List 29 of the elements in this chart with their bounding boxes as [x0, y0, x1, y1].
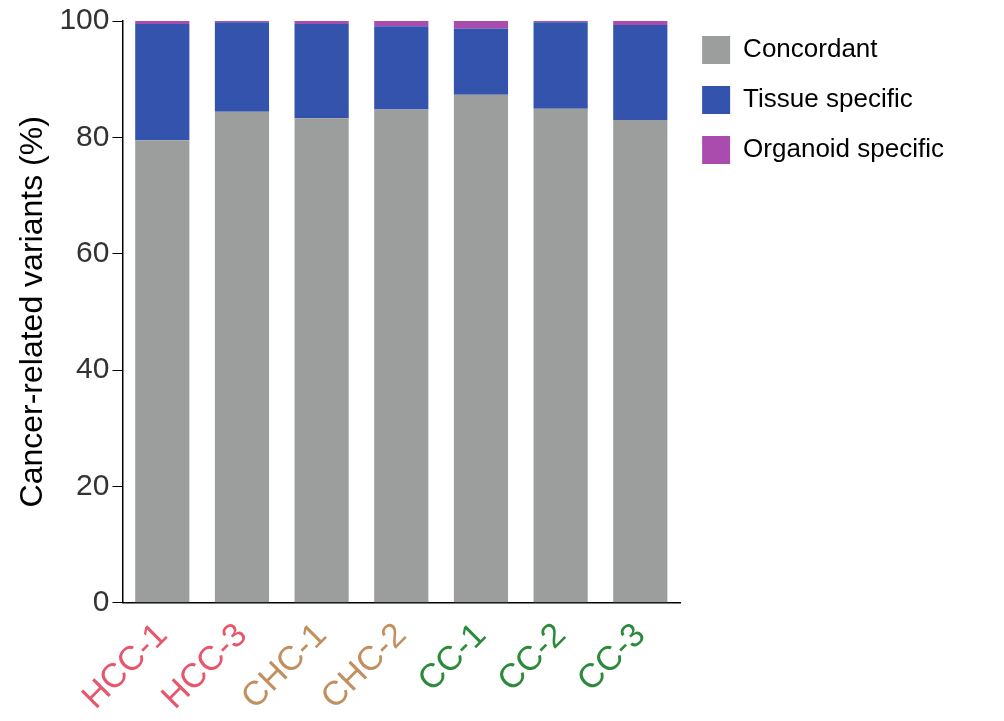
bar: [214, 22, 270, 112]
y-tick-label: 0: [92, 583, 110, 617]
y-tick-label: 40: [76, 351, 110, 385]
y-tick-label: 100: [59, 2, 110, 36]
y-axis-title: Cancer-related variants (%): [13, 116, 50, 508]
legend-label: Concordant: [743, 33, 879, 64]
y-tick-label: 60: [76, 234, 110, 268]
y-tick-label: 80: [76, 118, 110, 152]
bar: [453, 94, 509, 603]
bar: [613, 119, 668, 603]
bar: [613, 21, 668, 26]
bar: [374, 26, 429, 110]
y-tick-label: 20: [76, 467, 110, 501]
bar: [533, 22, 588, 109]
bar: [135, 21, 190, 24]
bar: [613, 25, 668, 120]
bar: [374, 21, 429, 27]
bar: [294, 118, 349, 603]
bar: [135, 140, 190, 603]
bar: [374, 109, 429, 603]
bar: [294, 21, 349, 24]
legend-label: Tissue specific: [743, 83, 913, 114]
legend-label: Organoid specific: [743, 133, 945, 164]
bar: [135, 23, 190, 141]
bar: [453, 28, 509, 95]
bar: [533, 108, 588, 603]
bar: [453, 21, 509, 29]
bar: [294, 23, 349, 119]
bar: [214, 111, 270, 603]
